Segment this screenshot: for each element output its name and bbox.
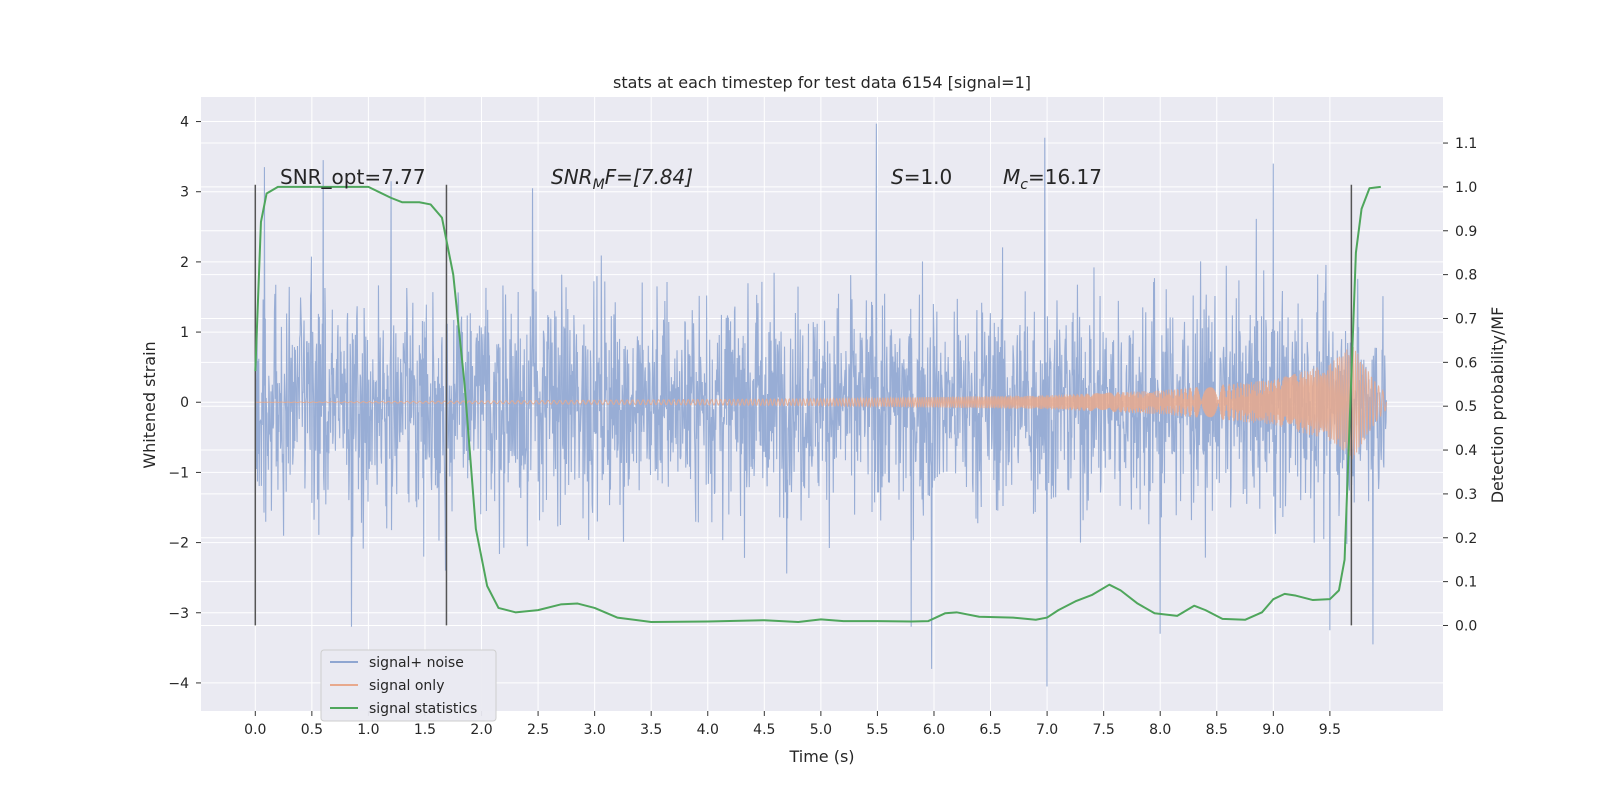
y-tick-label: −2 (168, 536, 189, 552)
legend-label-signal-only: signal only (369, 678, 444, 694)
y2-tick-label: 0.7 (1455, 311, 1477, 327)
x-tick-label: 2.0 (470, 722, 492, 738)
y2-tick-label: 0.6 (1455, 355, 1477, 371)
x-tick-label: 8.5 (1206, 722, 1228, 738)
legend-label-signal-noise: signal+ noise (369, 655, 464, 671)
y-tick-label: 1 (180, 325, 189, 341)
vertical-markers (254, 184, 1381, 626)
y2-tick-label: 0.5 (1455, 399, 1477, 415)
y-tick-label: 3 (180, 185, 189, 201)
x-tick-label: 2.5 (527, 722, 549, 738)
y2-tick-label: 1.0 (1455, 180, 1477, 196)
annotation-mc: Mc=16.17 (1003, 165, 1102, 193)
y2-tick-label: 0.8 (1455, 268, 1477, 284)
x-tick-label: 4.0 (697, 722, 719, 738)
y2-tick-label: 0.9 (1455, 224, 1477, 240)
y2-axis-title: Detection probability/MF (1488, 307, 1507, 504)
x-tick-label: 4.5 (753, 722, 775, 738)
x-tick-label: 6.0 (923, 722, 945, 738)
x-axis-title: Time (s) (788, 747, 854, 766)
annotation-s: S=1.0 (891, 165, 952, 189)
series-signal-statistics (254, 185, 1381, 623)
axis-ticks: 0.0 0.5 1.0 1.5 2.0 2.5 3.0 3.5 4.0 4.5 5.0 5.5 6.0 6… (168, 115, 1477, 738)
y-axis-title: Whitened strain (140, 341, 159, 468)
y2-tick-label: 0.1 (1455, 575, 1477, 591)
series-signal-only (255, 346, 1387, 460)
x-tick-label: 7.5 (1093, 722, 1115, 738)
y2-tick-label: 0.3 (1455, 487, 1477, 503)
x-tick-label: 6.5 (979, 722, 1001, 738)
x-tick-label: 0.5 (301, 722, 323, 738)
y-tick-label: 0 (180, 395, 189, 411)
x-tick-label: 7.0 (1036, 722, 1058, 738)
x-tick-label: 3.0 (584, 722, 606, 738)
x-tick-label: 1.5 (414, 722, 436, 738)
legend-box (320, 649, 497, 722)
y-tick-label: 2 (180, 255, 189, 271)
series-layer (254, 123, 1387, 687)
legend: signal+ noise signal only signal statist… (320, 649, 497, 722)
x-tick-label: 1.0 (357, 722, 379, 738)
x-tick-label: 5.5 (866, 722, 888, 738)
x-tick-label: 5.0 (810, 722, 832, 738)
y2-tick-label: 0.0 (1455, 618, 1477, 634)
y2-tick-label: 0.2 (1455, 531, 1477, 547)
annotation-snr-mf: SNRMF=[7.84] (551, 165, 693, 193)
series-signal-noise (254, 123, 1387, 687)
x-tick-label: 9.0 (1262, 722, 1284, 738)
x-tick-label: 0.0 (244, 722, 266, 738)
y-tick-label: −4 (168, 676, 189, 692)
y-tick-label: −1 (168, 465, 189, 481)
annotation-snr-opt: SNR_opt=7.77 (280, 165, 426, 189)
chart-title: stats at each timestep for test data 615… (613, 73, 1031, 92)
y-tick-label: 4 (180, 115, 189, 131)
legend-label-signal-statistics: signal statistics (369, 701, 477, 717)
x-tick-label: 8.0 (1149, 722, 1171, 738)
y-tick-label: −3 (168, 606, 189, 622)
y2-tick-label: 1.1 (1455, 136, 1477, 152)
y2-tick-label: 0.4 (1455, 443, 1477, 459)
x-tick-label: 9.5 (1319, 722, 1341, 738)
x-tick-label: 3.5 (640, 722, 662, 738)
